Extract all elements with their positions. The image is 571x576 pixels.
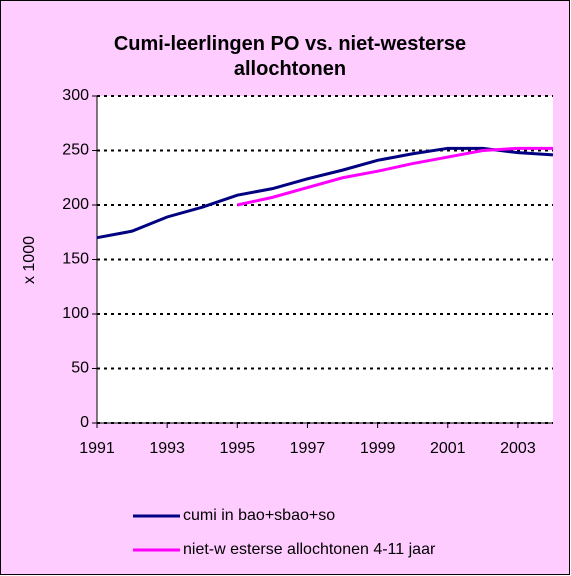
y-tick-label: 200 — [62, 196, 89, 213]
x-tick-label: 1993 — [149, 440, 185, 457]
x-tick-label: 1995 — [220, 440, 256, 457]
y-tick-label: 0 — [80, 414, 89, 431]
y-tick-label: 100 — [62, 305, 89, 322]
x-tick-label: 2003 — [500, 440, 536, 457]
y-tick-label: 300 — [62, 87, 89, 104]
series-line — [236, 146, 553, 207]
x-tick-label: 2001 — [430, 440, 466, 457]
x-tick-label: 1991 — [79, 440, 115, 457]
x-tick-label: 1997 — [290, 440, 326, 457]
y-tick-label: 150 — [62, 251, 89, 268]
series-line — [96, 146, 554, 240]
legend-label: cumi in bao+sbao+so — [183, 507, 335, 524]
chart-title: Cumi-leerlingen PO vs. niet-westerse all… — [113, 33, 467, 80]
x-tick-label: 1999 — [360, 440, 396, 457]
legend-label: niet-w esterse allochtonen 4-11 jaar — [183, 541, 436, 558]
y-axis-label: x 1000 — [21, 236, 38, 284]
y-tick-label: 50 — [71, 360, 89, 377]
y-tick-label: 250 — [62, 142, 89, 159]
